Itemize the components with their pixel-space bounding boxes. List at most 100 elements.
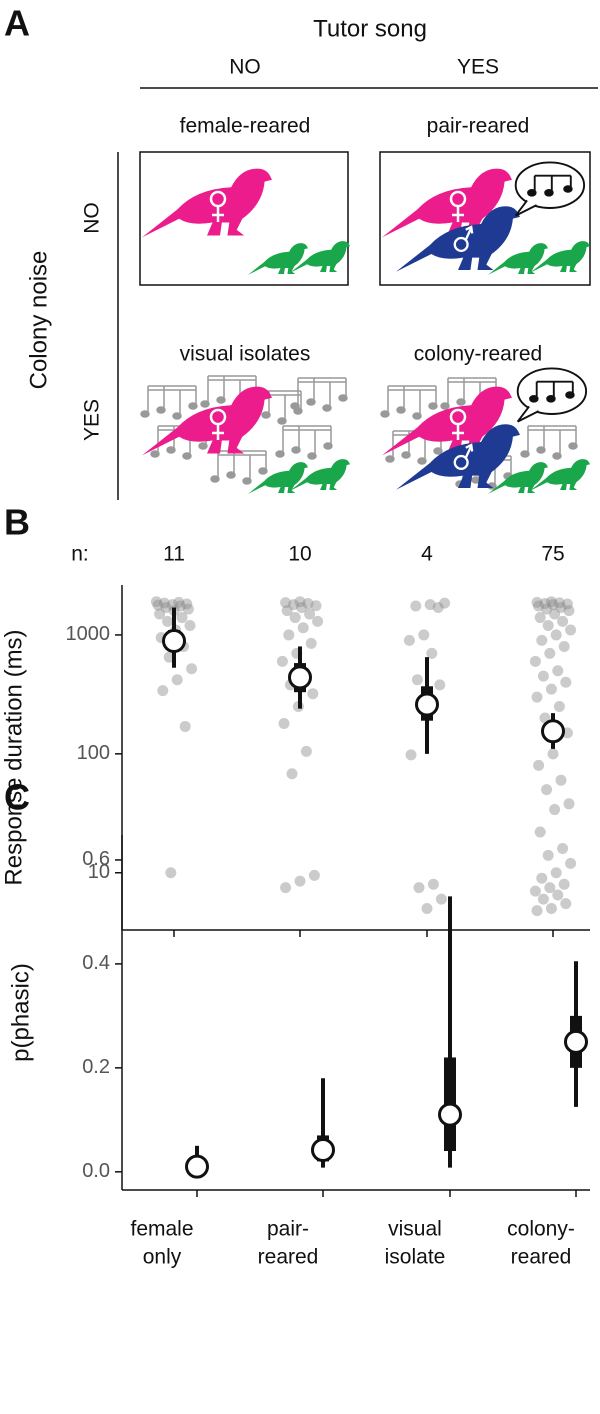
data-point: [558, 640, 570, 652]
x-tick-label: pair-: [267, 1218, 309, 1241]
data-point: [541, 784, 553, 796]
data-point: [405, 749, 417, 761]
condition-label: colony-reared: [414, 343, 542, 366]
data-point: [305, 637, 317, 649]
data-point: [150, 596, 162, 608]
panel-label: A: [4, 3, 30, 44]
data-point: [163, 651, 175, 663]
y-tick-label: 0.4: [82, 952, 110, 974]
data-point: [162, 615, 174, 627]
data-point: [179, 720, 191, 732]
data-point: [536, 634, 548, 646]
data-point: [435, 893, 447, 905]
n-value: 75: [541, 543, 564, 566]
data-point: [544, 882, 556, 894]
data-point: [550, 867, 562, 879]
data-point: [560, 676, 572, 688]
y-tick-label: 0.2: [82, 1056, 110, 1078]
data-point: [280, 882, 292, 894]
data-point: [413, 882, 425, 894]
data-point: [533, 759, 545, 771]
data-point: [176, 612, 188, 624]
data-point: [541, 603, 553, 615]
data-point: [403, 634, 415, 646]
x-tick-label: reared: [258, 1246, 319, 1269]
data-point: [276, 655, 288, 667]
data-point: [173, 596, 185, 608]
data-point: [565, 624, 577, 636]
panel-label: B: [4, 502, 30, 543]
y-axis-title: p(phasic): [7, 963, 34, 1062]
data-point: [544, 647, 556, 659]
data-point: [307, 688, 319, 700]
data-point: [289, 612, 301, 624]
data-point: [278, 717, 290, 729]
data-point: [533, 600, 545, 612]
estimate: [541, 719, 565, 744]
condition-label: pair-reared: [427, 115, 530, 138]
data-point: [294, 875, 306, 887]
column-label: YES: [457, 56, 499, 79]
data-point: [561, 598, 573, 610]
data-point: [557, 615, 569, 627]
data-point: [434, 679, 446, 691]
x-tick-label: colony-: [507, 1218, 575, 1241]
data-point: [563, 605, 575, 617]
data-point: [563, 798, 575, 810]
y-axis-title: Response duration (ms): [0, 629, 27, 885]
data-point: [186, 663, 198, 675]
data-point: [160, 602, 172, 614]
data-point: [549, 804, 561, 816]
data-point: [537, 670, 549, 682]
data-point: [182, 603, 194, 615]
data-point: [534, 826, 546, 838]
n-value: 11: [163, 543, 185, 566]
data-point: [439, 597, 451, 609]
data-point: [174, 600, 186, 612]
data-point: [557, 842, 569, 854]
data-point: [531, 905, 543, 917]
data-point: [171, 674, 183, 686]
data-point: [552, 665, 564, 677]
data-point: [558, 878, 570, 890]
data-point: [181, 598, 193, 610]
data-point: [166, 599, 178, 611]
data-point: [310, 600, 322, 612]
estimate: [185, 1154, 209, 1179]
x-tick-label: female: [130, 1218, 193, 1241]
data-point: [529, 885, 541, 897]
data-point: [536, 872, 548, 884]
data-point: [157, 685, 169, 697]
data-point: [427, 878, 439, 890]
n-value: 10: [288, 543, 311, 566]
estimate: [415, 692, 439, 717]
data-point: [550, 629, 562, 641]
data-point: [560, 898, 572, 910]
x-tick-label: isolate: [385, 1246, 446, 1269]
data-point: [184, 620, 196, 632]
x-tick-label: reared: [511, 1246, 572, 1269]
data-point: [418, 629, 430, 641]
n-label: n:: [71, 543, 89, 566]
data-point: [294, 596, 306, 608]
data-point: [424, 599, 436, 611]
illustrations: [139, 151, 591, 494]
data-point: [537, 893, 549, 905]
y-tick-label: 10: [88, 861, 110, 883]
data-point: [549, 608, 561, 620]
y-tick-label: 0.6: [82, 848, 110, 870]
estimate: [564, 1029, 588, 1054]
data-point: [539, 597, 551, 609]
column-header: Tutor song: [313, 15, 427, 42]
condition-label: female-reared: [180, 115, 311, 138]
data-point: [304, 608, 316, 620]
data-point: [542, 620, 554, 632]
estimate: [288, 665, 312, 690]
data-point: [158, 597, 170, 609]
y-tick-label: 0.0: [82, 1160, 110, 1182]
data-point: [302, 597, 314, 609]
data-point: [547, 599, 559, 611]
row-header: Colony noise: [25, 251, 52, 390]
row-label: NO: [81, 202, 104, 234]
data-point: [565, 857, 577, 869]
